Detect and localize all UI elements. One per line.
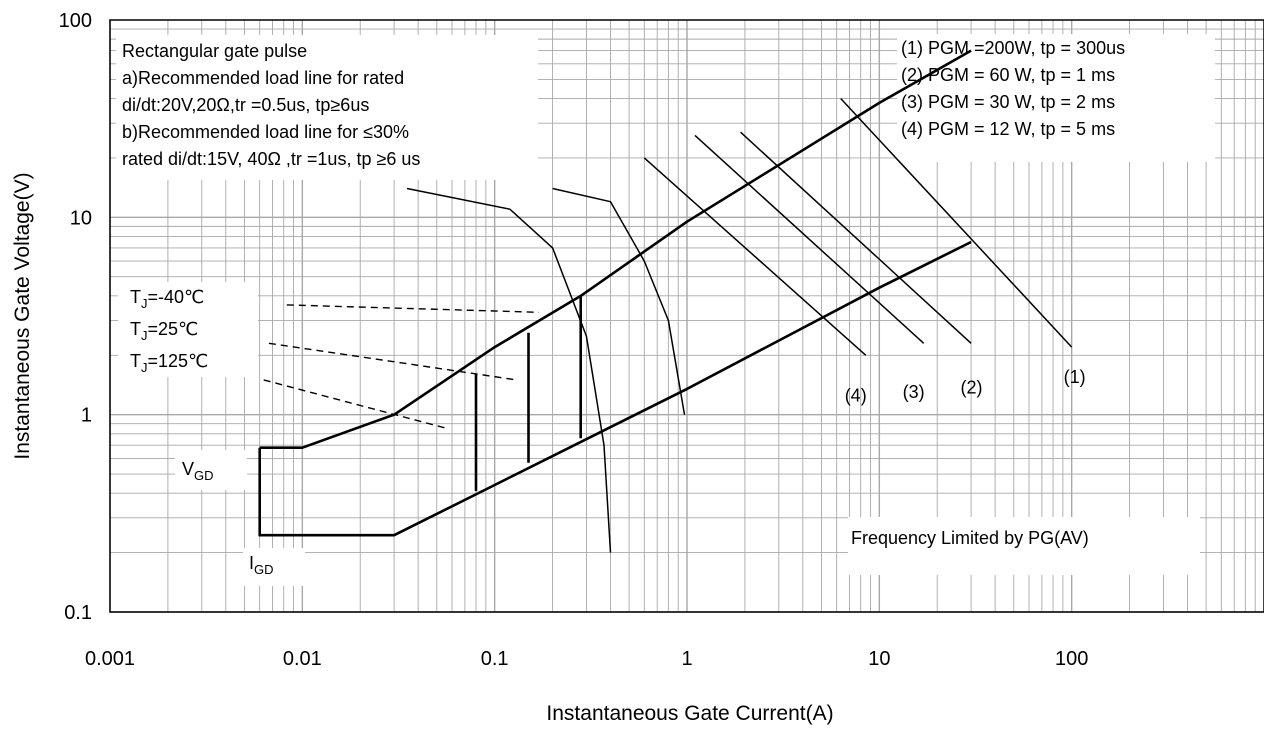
vgd-label-background xyxy=(175,450,247,490)
y-tick-label: 10 xyxy=(70,207,92,229)
upper-boundary xyxy=(259,49,972,450)
power-legend-2: (2) PGM = 60 W, tp = 1 ms xyxy=(901,65,1115,85)
y-tick-label: 100 xyxy=(59,10,92,32)
power-legend-background xyxy=(897,34,1215,162)
y-axis-title: Instantaneous Gate Voltage(V) xyxy=(11,172,34,459)
x-tick-label: 100 xyxy=(1055,648,1088,670)
series-layer xyxy=(258,49,1073,553)
temperature-labels: TJ=-40℃ TJ=25℃ TJ=125℃ xyxy=(118,282,258,377)
temperature-label-3: TJ=125℃ xyxy=(130,351,208,375)
note-line-5: rated di/dt:15V, 40Ω ,tr =1us, tp ≥6 us xyxy=(122,149,420,169)
vgd-label: VGD xyxy=(175,450,247,490)
tick-labels: 0.001 0.01 0.1 1 10 100 0.1 1 10 100 xyxy=(59,10,1089,670)
note-background xyxy=(116,35,538,180)
x-tick-label: 0.01 xyxy=(283,648,322,670)
power-legend-1: (1) PGM =200W, tp = 300us xyxy=(901,38,1125,58)
curve-label-1: (1) xyxy=(1064,367,1086,387)
igd-text: IGD xyxy=(249,553,274,577)
igd-label: IGD xyxy=(243,548,305,586)
x-tick-label: 1 xyxy=(681,648,692,670)
note-line-4: b)Recommended load line for ≤30% xyxy=(122,122,409,142)
power-curve-2 xyxy=(740,131,972,344)
load-line-a xyxy=(406,187,612,553)
vgd-text: VGD xyxy=(182,459,214,483)
plot-frame xyxy=(109,19,1264,613)
x-tick-label: 0.1 xyxy=(481,648,509,670)
curve-label-2: (2) xyxy=(960,378,982,398)
temperature-ref-1 xyxy=(286,304,540,313)
note-line-2: a)Recommended load line for rated xyxy=(122,68,404,88)
temperature-labels-background xyxy=(118,282,258,377)
power-legend-4: (4) PGM = 12 W, tp = 5 ms xyxy=(901,119,1115,139)
x-axis-title: Instantaneous Gate Current(A) xyxy=(546,702,833,725)
load-line-b xyxy=(552,187,686,415)
temperature-label-1: TJ=-40℃ xyxy=(130,287,204,311)
igd-label-background xyxy=(243,548,305,586)
temperature-ref-2 xyxy=(268,342,517,381)
curve-labels: (1) (2) (3) (4) xyxy=(845,367,1086,405)
curve-label-3: (3) xyxy=(903,382,925,402)
y-tick-label: 1 xyxy=(81,405,92,427)
note-line-1: Rectangular gate pulse xyxy=(122,41,307,61)
frequency-note-background xyxy=(848,517,1200,575)
power-curve-4 xyxy=(643,157,867,356)
frequency-note: Frequency Limited by PG(AV) xyxy=(851,528,1089,548)
x-tick-label: 10 xyxy=(868,648,890,670)
note-box: Rectangular gate pulse a)Recommended loa… xyxy=(116,35,538,180)
y-tick-label: 0.1 xyxy=(64,602,92,624)
power-curve-1 xyxy=(840,97,1073,348)
temperature-ref-3 xyxy=(263,379,448,430)
curve-label-4: (4) xyxy=(845,386,867,406)
power-legend: (1) PGM =200W, tp = 300us (2) PGM = 60 W… xyxy=(897,34,1215,162)
power-legend-3: (3) PGM = 30 W, tp = 2 ms xyxy=(901,92,1115,112)
power-curve-3 xyxy=(694,134,925,344)
note-line-3: di/dt:20V,20Ω,tr =0.5us, tp≥6us xyxy=(122,95,369,115)
frequency-note-box: Frequency Limited by PG(AV) xyxy=(848,517,1200,575)
temperature-label-2: TJ=25℃ xyxy=(130,319,198,343)
x-tick-label: 0.001 xyxy=(85,648,135,670)
lower-boundary xyxy=(258,240,972,537)
